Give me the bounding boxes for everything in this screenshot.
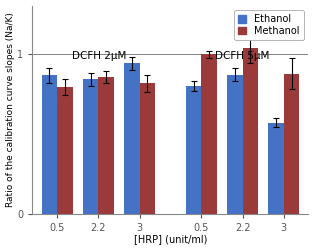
Bar	[201, 54, 217, 214]
Bar	[83, 79, 98, 214]
Legend: Ethanol, Methanol: Ethanol, Methanol	[234, 10, 304, 40]
Bar	[242, 48, 258, 214]
Y-axis label: Ratio of the calibration curve slopes (Na/K): Ratio of the calibration curve slopes (N…	[6, 12, 14, 207]
Bar	[57, 87, 73, 214]
Bar	[140, 83, 155, 214]
Bar	[186, 86, 201, 214]
X-axis label: [HRP] (unit/ml): [HRP] (unit/ml)	[134, 234, 207, 244]
Text: DCFH 2μM: DCFH 2μM	[72, 50, 126, 60]
Bar	[124, 63, 140, 214]
Text: DCFH 5μM: DCFH 5μM	[215, 50, 269, 60]
Bar	[98, 77, 114, 214]
Bar	[284, 74, 299, 214]
Bar	[41, 75, 57, 214]
Bar	[268, 122, 284, 214]
Bar	[227, 74, 242, 214]
